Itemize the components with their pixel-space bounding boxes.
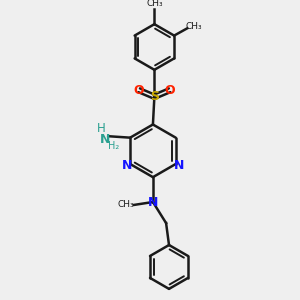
- Text: N: N: [174, 159, 184, 172]
- Text: O: O: [164, 84, 175, 97]
- Text: CH₃: CH₃: [185, 22, 202, 31]
- Text: CH₃: CH₃: [117, 200, 134, 209]
- Text: N: N: [100, 133, 110, 146]
- Text: N: N: [148, 196, 158, 208]
- Text: H: H: [97, 122, 105, 135]
- Text: CH₃: CH₃: [146, 0, 163, 8]
- Text: H₂: H₂: [108, 141, 120, 152]
- Text: N: N: [122, 159, 132, 172]
- Text: O: O: [134, 84, 145, 97]
- Text: S: S: [150, 90, 159, 103]
